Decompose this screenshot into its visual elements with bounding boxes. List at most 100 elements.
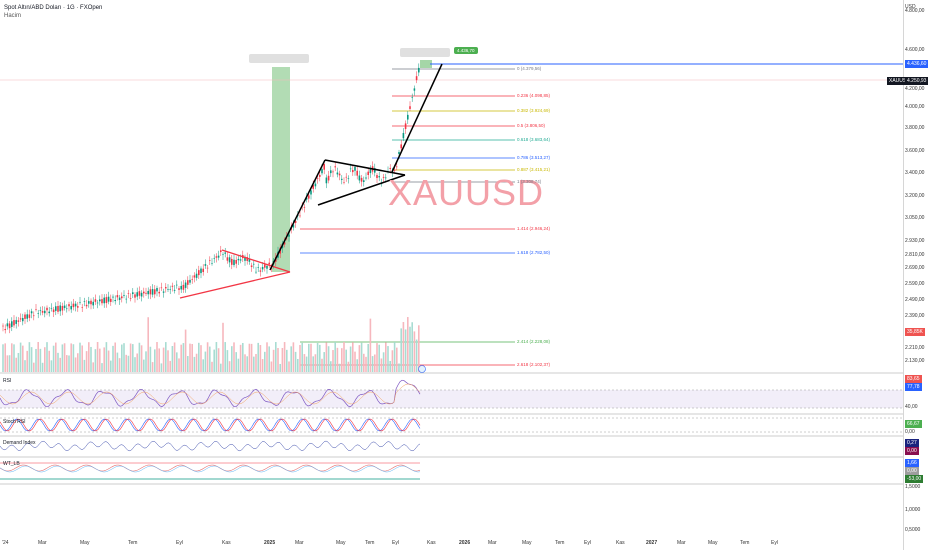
stoch-tick: 0,00	[905, 429, 915, 435]
volume-bar	[182, 343, 185, 372]
demand-label[interactable]: Demand Index	[3, 440, 36, 446]
volume-bar	[389, 360, 391, 372]
volume-bar	[68, 355, 70, 372]
candle-body	[402, 132, 405, 139]
time-tick: Tem	[365, 540, 375, 546]
volume-bar	[55, 342, 57, 372]
candle-body	[121, 296, 123, 299]
candle-body	[147, 290, 149, 295]
candle-body	[310, 190, 312, 195]
candle-body	[358, 175, 361, 181]
price-tick: 4.000,00	[905, 104, 925, 110]
volume-bar	[77, 353, 79, 372]
rsi-label[interactable]: RSI	[3, 378, 12, 384]
wt-line-2	[0, 465, 421, 473]
symbol-watermark: XAUUSD	[388, 172, 545, 213]
volume-bar	[151, 362, 154, 372]
candle-body	[213, 257, 215, 259]
volume-bar	[72, 344, 75, 372]
candle-body	[220, 250, 222, 253]
candle-body	[116, 295, 119, 298]
candle-body	[345, 176, 347, 178]
candle-body	[270, 268, 273, 270]
candle-body	[264, 264, 266, 268]
triangle1-lower	[179, 271, 291, 299]
event-flag-icon	[418, 365, 426, 373]
volume-bar	[44, 347, 46, 372]
volume-bar	[382, 352, 385, 372]
stoch-tag: 66,67	[905, 420, 922, 428]
volume-bar	[96, 342, 99, 372]
time-tick: May	[80, 540, 90, 546]
candle-body	[341, 178, 343, 180]
candle-body	[156, 287, 158, 292]
volume-bar	[88, 342, 90, 372]
price-tick: 3.400,00	[905, 170, 925, 176]
volume-bar	[374, 354, 376, 372]
candle-body	[193, 275, 196, 278]
candle-body	[167, 289, 169, 290]
candle-body	[44, 310, 46, 314]
volume-bar	[349, 346, 352, 372]
volume-bar	[63, 343, 66, 372]
time-tick: 2025	[264, 540, 276, 546]
candle-body	[231, 258, 233, 265]
rsi-ma-line	[0, 383, 421, 405]
volume-bar	[136, 353, 138, 372]
volume-bar	[266, 342, 268, 372]
volume-bar	[215, 342, 218, 372]
volume-bar	[308, 343, 310, 372]
candle-body	[63, 305, 66, 308]
candle-body	[312, 184, 314, 189]
volume-bar	[380, 358, 383, 372]
candle-body	[68, 304, 70, 307]
volume-bar	[103, 347, 105, 372]
candle-body	[400, 144, 402, 149]
volume-bar	[57, 352, 59, 372]
price-tick: 3.200,00	[905, 193, 925, 199]
time-tick: Eyl	[771, 540, 778, 546]
fib-label: 1.414 (2.946,24)	[517, 226, 551, 231]
volume-bar	[332, 350, 334, 372]
fib-label: 1 (3.308,74)	[517, 179, 542, 184]
candle-body	[204, 264, 207, 266]
volume-bar	[209, 346, 211, 372]
volume-bar	[275, 342, 277, 372]
candle-body	[189, 279, 191, 283]
candle-body	[46, 307, 48, 311]
volume-bar	[400, 328, 402, 372]
volume-bar	[347, 361, 350, 372]
volume-bar	[345, 349, 347, 372]
trend-line-1	[269, 159, 326, 271]
volume-bar	[376, 343, 378, 372]
volume-bar	[81, 345, 83, 372]
volume-bar	[48, 350, 50, 372]
stoch-d-line	[0, 418, 421, 432]
wt-label[interactable]: WT_LB	[3, 461, 20, 467]
volume-bar	[94, 349, 97, 372]
candle-body	[385, 177, 387, 179]
wt-tag-1: 1,66	[905, 459, 919, 467]
volume-bar	[281, 347, 284, 372]
candle-body	[96, 302, 99, 304]
volume-bar	[134, 357, 136, 372]
price-axis[interactable]	[903, 0, 932, 550]
candle-body	[356, 170, 358, 176]
volume-bar	[206, 342, 209, 372]
stoch-label[interactable]: Stoch RSI	[3, 419, 26, 425]
price-tick: 3.600,00	[905, 148, 925, 154]
volume-bar	[358, 345, 361, 372]
volume-bar	[105, 342, 108, 372]
candle-body	[299, 215, 301, 217]
candle-body	[182, 284, 185, 290]
volume-bar	[171, 346, 174, 372]
volume-bar	[299, 344, 301, 372]
projection-label-box	[249, 54, 309, 63]
volume-bar	[371, 356, 374, 372]
candle-body	[169, 289, 171, 290]
candle-body	[158, 291, 160, 294]
target-box-label: 4.436,70	[454, 47, 478, 54]
volume-bar	[413, 331, 416, 372]
volume-bar	[83, 359, 86, 372]
